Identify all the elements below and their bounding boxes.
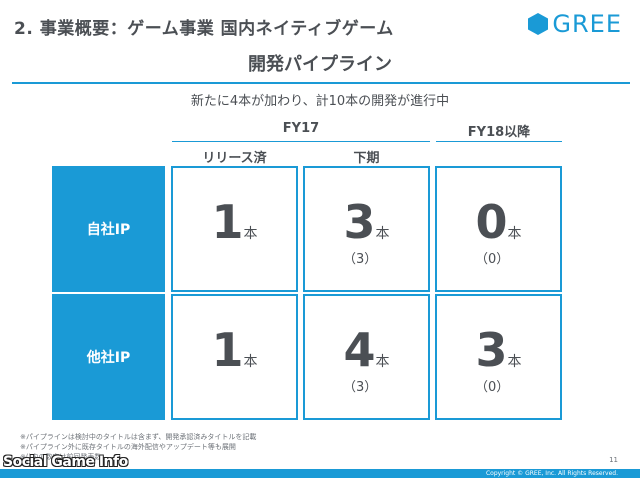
group-rule-fy17 bbox=[172, 141, 430, 142]
cell-unit: 本 bbox=[243, 226, 258, 242]
cell-other-ip-second-half: 4本 （3） bbox=[303, 294, 430, 420]
cell-own-ip-fy18: 0本 （0） bbox=[435, 166, 562, 292]
footnote: ※()内の数字は前回発表数 bbox=[20, 453, 102, 461]
group-rule-fy18 bbox=[436, 141, 562, 142]
cell-other-ip-released: 1本 bbox=[171, 294, 298, 420]
gree-logo: GREE bbox=[527, 10, 622, 38]
cell-value: 1 bbox=[211, 195, 244, 249]
copyright-text: Copyright © GREE, Inc. All Rights Reserv… bbox=[485, 470, 618, 477]
footer-bar: Copyright © GREE, Inc. All Rights Reserv… bbox=[0, 469, 640, 478]
page-number: 11 bbox=[609, 456, 618, 464]
slide-title: 開発パイプライン bbox=[248, 54, 392, 75]
cell-previous-count: （3） bbox=[343, 252, 378, 267]
slide-subtitle: 新たに4本が加わり、計10本の開発が進行中 bbox=[190, 94, 450, 109]
cell-previous-count: （3） bbox=[343, 380, 378, 395]
footnote: ※パイプライン外に既存タイトルの海外配信やアップデート等も展開 bbox=[20, 443, 236, 451]
cell-unit: 本 bbox=[507, 354, 522, 370]
logo-text: GREE bbox=[552, 10, 622, 38]
cell-value: 4 bbox=[343, 323, 376, 377]
section-title: 2. 事業概要：ゲーム事業 国内ネイティブゲーム bbox=[14, 19, 394, 39]
row-label-other-ip: 他社IP bbox=[52, 294, 165, 420]
row-label-own-ip: 自社IP bbox=[52, 166, 165, 292]
cell-value: 3 bbox=[343, 195, 376, 249]
footnotes: ※パイプラインは検討中のタイトルは含まず、開発承認済みタイトルを記載 ※パイプラ… bbox=[20, 432, 256, 462]
cell-unit: 本 bbox=[375, 226, 390, 242]
cell-unit: 本 bbox=[243, 354, 258, 370]
hexagon-logo-icon bbox=[528, 13, 549, 35]
cell-previous-count: （0） bbox=[475, 252, 510, 267]
slide-header: 2. 事業概要：ゲーム事業 国内ネイティブゲーム GREE 開発パイプライン bbox=[0, 0, 640, 88]
cell-previous-count: （0） bbox=[475, 380, 510, 395]
cell-value: 1 bbox=[211, 323, 244, 377]
group-header-fy18: FY18以降 bbox=[467, 125, 531, 140]
cell-unit: 本 bbox=[507, 226, 522, 242]
cell-other-ip-fy18: 3本 （0） bbox=[435, 294, 562, 420]
watermark: Social Game Info bbox=[3, 454, 128, 470]
group-header-fy17: FY17 bbox=[282, 121, 320, 136]
title-divider bbox=[12, 82, 630, 84]
footnote: ※パイプラインは検討中のタイトルは含まず、開発承認済みタイトルを記載 bbox=[20, 433, 257, 441]
subheader-second-half: 下期 bbox=[353, 151, 380, 166]
cell-unit: 本 bbox=[375, 354, 390, 370]
cell-value: 0 bbox=[475, 195, 508, 249]
cell-own-ip-released: 1本 bbox=[171, 166, 298, 292]
cell-own-ip-second-half: 3本 （3） bbox=[303, 166, 430, 292]
cell-value: 3 bbox=[475, 323, 508, 377]
subheader-released: リリース済 bbox=[202, 151, 267, 166]
